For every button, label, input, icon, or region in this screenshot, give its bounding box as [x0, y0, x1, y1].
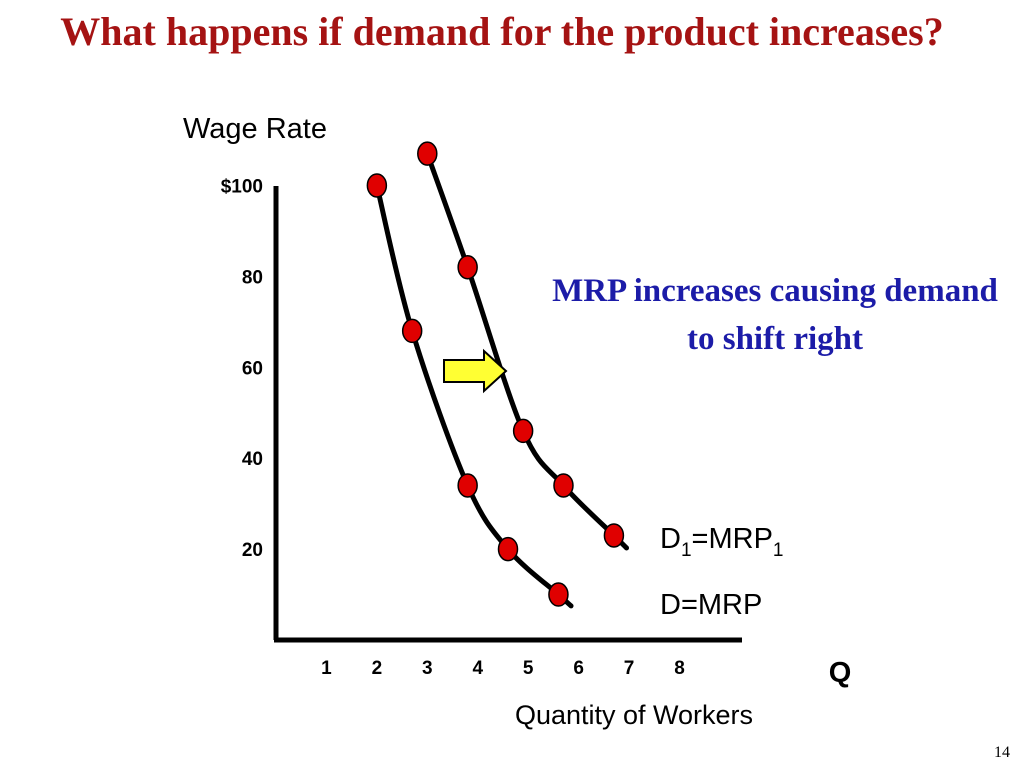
y-axis-title: Wage Rate: [183, 113, 327, 145]
shift-right-arrow-icon: [443, 348, 508, 394]
data-point: [457, 473, 478, 498]
original-demand-curve: [374, 182, 574, 609]
chart-axes: [273, 186, 742, 643]
x-tick-label: 6: [573, 658, 584, 679]
data-point: [603, 523, 625, 548]
x-axis-title: Quantity of Workers: [515, 700, 753, 730]
y-tick-label: 20: [242, 540, 263, 561]
original-demand-label: D=MRP: [660, 589, 762, 621]
x-tick-label: 2: [372, 658, 383, 679]
data-point: [497, 536, 519, 562]
shift-explanation: MRP increases causing demand to shift ri…: [552, 273, 998, 357]
data-point: [417, 141, 438, 166]
x-tick-label: 4: [472, 658, 483, 679]
data-point: [553, 473, 574, 498]
x-tick-label: 3: [422, 658, 433, 679]
x-tick-label: 1: [321, 658, 332, 679]
curve-points: [366, 141, 625, 607]
data-point: [512, 418, 534, 444]
y-tick-label: $100: [221, 176, 263, 197]
y-tick-label: 60: [242, 358, 263, 379]
data-point: [548, 582, 569, 607]
data-point: [401, 318, 423, 344]
x-axis-symbol: Q: [829, 657, 852, 689]
demand-curves: [374, 151, 630, 609]
slide-title: What happens if demand for the product i…: [60, 9, 944, 54]
x-tick-label: 5: [523, 658, 534, 679]
new-demand-label: D1=MRP1: [660, 523, 784, 561]
y-tick-label: 80: [242, 267, 263, 288]
slide-number: 14: [994, 744, 1010, 761]
y-tick-label: 40: [242, 449, 263, 470]
chart-labels: Wage Rate $100 80 60 40 20 1 2 3 4 5 6 7 8 Quantity of…: [183, 113, 851, 730]
data-point: [366, 173, 388, 198]
x-tick-label: 8: [674, 658, 685, 679]
x-tick-label: 7: [624, 658, 635, 679]
data-point: [457, 255, 478, 280]
